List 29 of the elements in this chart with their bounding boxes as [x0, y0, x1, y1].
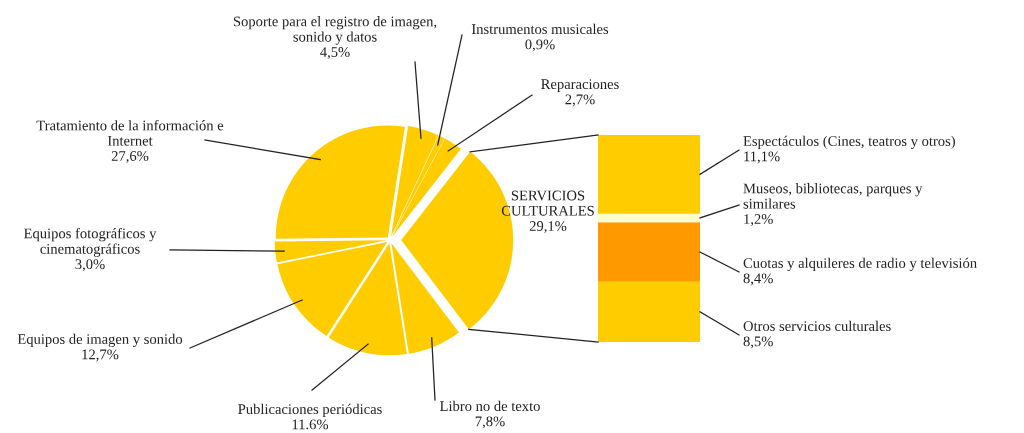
bar — [598, 222, 700, 282]
text: Espectáculos (Cines, teatros y otros) — [743, 135, 955, 150]
slice-label: Equipos fotográficos y cinematográficos — [24, 227, 157, 257]
data-label: 11.6% — [292, 419, 329, 430]
data-label: 1,2% — [744, 214, 773, 227]
data-label: 27,6% — [111, 151, 149, 163]
slice-label: Equipos de imagen y sonido — [17, 333, 183, 348]
data-label: 0,9% — [525, 39, 555, 52]
slice-label: Tratamiento de la información e Internet — [36, 119, 224, 146]
data-label: 4,5% — [320, 47, 350, 60]
slice-label: Reparaciones — [541, 79, 619, 92]
data-label: 7,8% — [475, 416, 505, 429]
text: Cuotas y alquileres de radio y televisión — [743, 257, 977, 272]
bar — [598, 135, 700, 214]
slice-label: Libro no de texto — [440, 400, 540, 412]
data-label: 12,7% — [82, 349, 119, 362]
bar — [598, 213, 700, 223]
data-label: 2,7% — [565, 94, 595, 107]
bar — [598, 281, 700, 342]
text: Museos, bibliotecas, parques y similares — [743, 183, 923, 209]
data-label: 8,5% — [743, 336, 773, 349]
slice-label: Publicaciones periódicas — [238, 403, 382, 417]
slice-label: Instrumentos musicales — [471, 23, 609, 35]
data-label: 8,4% — [743, 273, 773, 286]
slice-label: Soporte para el registro de imagen, sonido y datos — [233, 16, 437, 45]
data-label: 3,0% — [75, 259, 105, 272]
data-label: 11,1% — [744, 151, 780, 164]
data-label: 29,1% — [529, 221, 567, 233]
text: Otros servicios culturales — [743, 320, 891, 332]
